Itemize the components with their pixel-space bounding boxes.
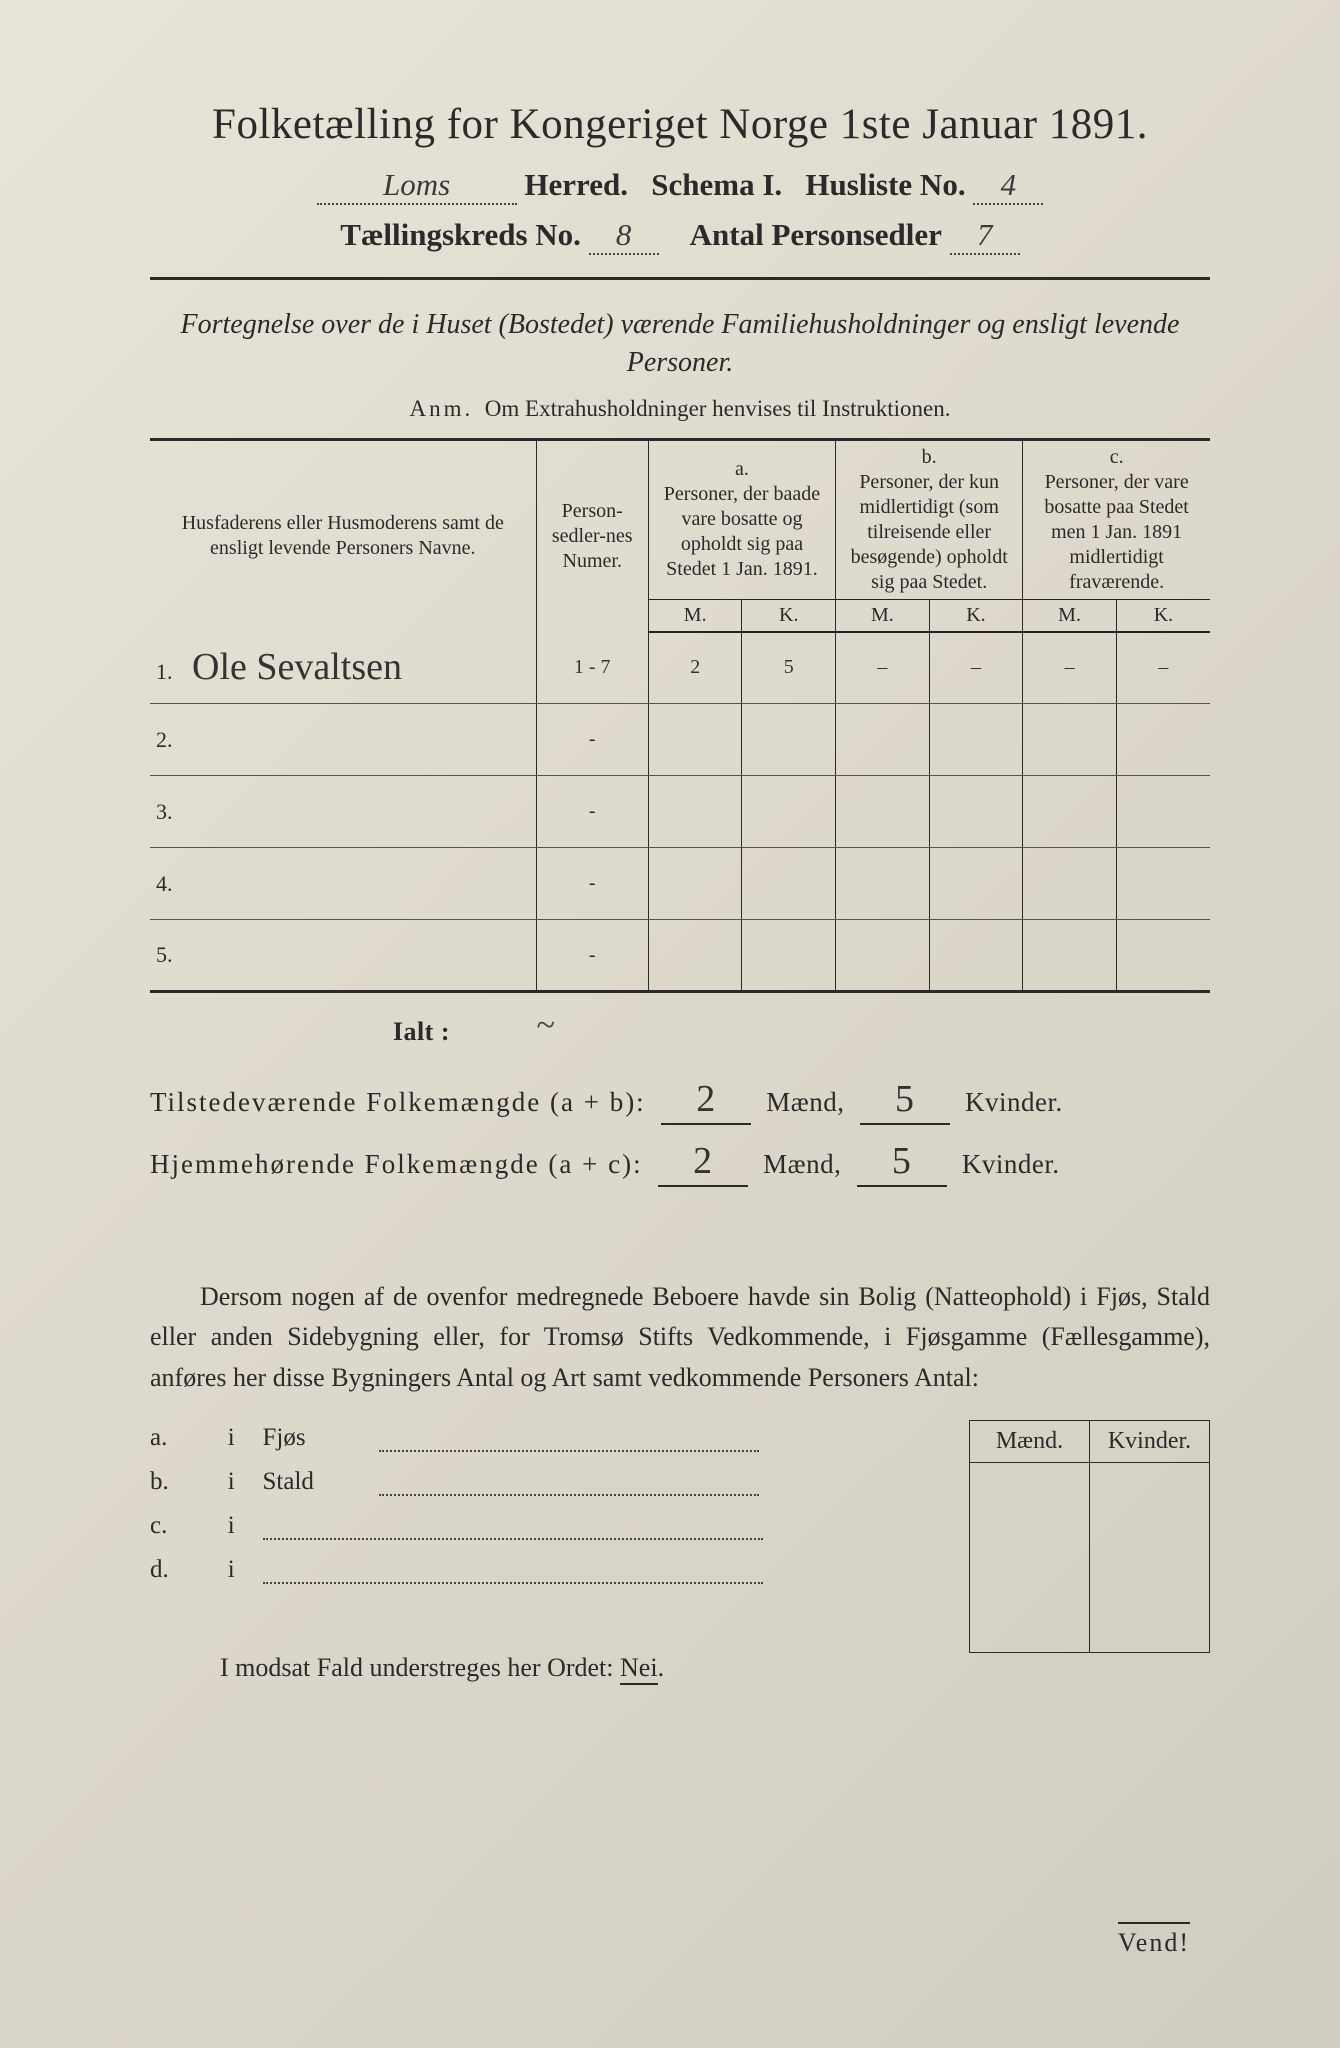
personsedler-label: Antal Personsedler — [690, 217, 942, 252]
totals-resident: Hjemmehørende Folkemængde (a + c): 2 Mæn… — [150, 1139, 1210, 1187]
annotation-line: Anm. Om Extrahusholdninger henvises til … — [150, 396, 1210, 422]
col-header-b: b. Personer, der kun midlertidigt (som t… — [836, 439, 1023, 599]
anm-lead: Anm. — [410, 396, 474, 421]
nei-underlined: Nei — [620, 1653, 658, 1685]
personsedler-value: 7 — [950, 217, 1020, 255]
present-men: 2 — [661, 1077, 751, 1125]
herred-label: Herred. — [524, 167, 628, 202]
table-row: 4. - — [150, 848, 1210, 920]
modsat-line: I modsat Fald understreges her Ordet: Ne… — [150, 1653, 1210, 1683]
table-header-row: Husfaderens eller Husmoderens samt de en… — [150, 439, 1210, 599]
mk-header: K. — [929, 599, 1023, 632]
col-header-numer: Person-sedler-nes Numer. — [536, 439, 648, 632]
divider — [150, 277, 1210, 280]
col-header-c: c. Personer, der vare bosatte paa Stedet… — [1023, 439, 1210, 599]
cell-aM: 2 — [648, 632, 742, 704]
mk-header: K. — [742, 599, 836, 632]
mk-header: M. — [1023, 599, 1117, 632]
schema-label: Schema I. — [651, 167, 782, 202]
row-number: 1. — [156, 659, 173, 684]
ialt-label-row: Ialt : ~ — [150, 1011, 1210, 1049]
census-form-page: Folketælling for Kongeriget Norge 1ste J… — [0, 0, 1340, 2048]
table-row: 5. - — [150, 920, 1210, 992]
present-women: 5 — [860, 1077, 950, 1125]
ialt-label: Ialt : — [150, 1017, 450, 1047]
cell-bM: – — [836, 632, 930, 704]
table-row: 1. Ole Sevaltsen 1 - 7 2 5 – – – – — [150, 632, 1210, 704]
totals-present: Tilstedeværende Folkemængde (a + b): 2 M… — [150, 1077, 1210, 1125]
kreds-value: 8 — [589, 217, 659, 255]
mk-box-cell — [970, 1462, 1090, 1652]
totals-resident-label: Hjemmehørende Folkemængde (a + c): — [150, 1149, 643, 1179]
col-header-name: Husfaderens eller Husmoderens samt de en… — [150, 439, 536, 632]
mk-box-k: Kvinder. — [1090, 1420, 1210, 1462]
dotted-line — [263, 1559, 763, 1584]
vend-label: Vend! — [1118, 1922, 1190, 1958]
cell-bK: – — [929, 632, 1023, 704]
herred-value: Loms — [317, 167, 517, 205]
dotted-line — [263, 1515, 763, 1540]
household-table: Husfaderens eller Husmoderens samt de en… — [150, 438, 1210, 994]
husliste-value: 4 — [973, 167, 1043, 205]
mk-box-m: Mænd. — [970, 1420, 1090, 1462]
col-header-a: a. Personer, der baade vare bosatte og o… — [648, 439, 835, 599]
form-subtitle: Fortegnelse over de i Huset (Bostedet) v… — [150, 306, 1210, 382]
anm-text: Om Extrahusholdninger henvises til Instr… — [485, 396, 951, 421]
dotted-line — [379, 1427, 759, 1452]
cell-num: 1 - 7 — [536, 632, 648, 704]
dotted-line — [379, 1471, 759, 1496]
mk-header: M. — [836, 599, 930, 632]
totals-present-label: Tilstedeværende Folkemængde (a + b): — [150, 1087, 646, 1117]
mk-header: M. — [648, 599, 742, 632]
header-line-3: Tællingskreds No. 8 Antal Personsedler 7 — [150, 217, 1210, 255]
mk-side-box: Mænd. Kvinder. — [969, 1420, 1210, 1653]
table-row: 3. - — [150, 776, 1210, 848]
resident-women: 5 — [857, 1139, 947, 1187]
mk-box-cell — [1090, 1462, 1210, 1652]
squiggle-mark: ~ — [537, 1007, 555, 1044]
husliste-label: Husliste No. — [805, 167, 965, 202]
cell-cM: – — [1023, 632, 1117, 704]
page-title: Folketælling for Kongeriget Norge 1ste J… — [150, 100, 1210, 149]
header-line-2: Loms Herred. Schema I. Husliste No. 4 — [150, 167, 1210, 205]
kreds-label: Tællingskreds No. — [340, 217, 581, 252]
cell-aK: 5 — [742, 632, 836, 704]
resident-men: 2 — [658, 1139, 748, 1187]
householder-name: Ole Sevaltsen — [192, 646, 402, 688]
mk-header: K. — [1116, 599, 1210, 632]
cell-cK: – — [1116, 632, 1210, 704]
outbuilding-paragraph: Dersom nogen af de ovenfor medregnede Be… — [150, 1277, 1210, 1398]
table-row: 2. - — [150, 704, 1210, 776]
